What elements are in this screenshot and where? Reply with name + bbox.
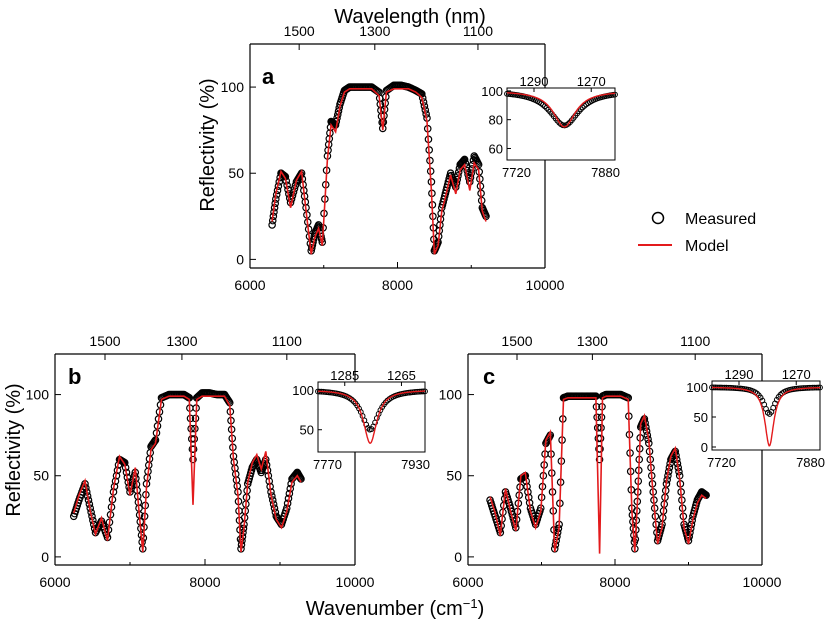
inset-measured-point: [541, 103, 548, 110]
top-tick-label: 1500: [89, 333, 120, 349]
inset-y-tick-label: 80: [489, 113, 503, 128]
y-tick-label: 50: [33, 468, 49, 484]
panel-b: b 6000 8000 10000 0 50 100 1500 1300 1100 7770 7930…: [26, 333, 430, 590]
x-tick-label: 6000: [452, 574, 483, 590]
inset-x-tick-label: 7720: [502, 165, 531, 180]
inset-model-line: [507, 92, 615, 128]
inset-y-tick-label: 100: [292, 383, 314, 398]
panel-a: a 6000 8000 10000 0 50 100 1500 1300 1100 7720 7880…: [221, 23, 620, 293]
inset-top-tick-label: 1290: [725, 367, 754, 382]
y-tick-label: 0: [41, 549, 49, 565]
model-line: [271, 88, 487, 255]
measured-point: [189, 455, 197, 464]
inset-x-tick-label: 7880: [796, 455, 825, 470]
inset-x-tick-label: 7930: [401, 457, 430, 472]
panel-c: c 6000 8000 10000 0 50 100 1500 1300 1100 7720 7880…: [439, 333, 825, 590]
y-axis-title-a: Reflectivity (%): [197, 78, 219, 211]
inset-a: 7720 7880 60 80 100 1290 1270: [481, 74, 620, 180]
x-tick-label: 10000: [526, 277, 565, 293]
measured-point: [268, 221, 276, 229]
inset-measured-point: [565, 120, 572, 127]
top-axis-title: Wavelength (nm): [334, 6, 486, 28]
top-tick-label: 1300: [166, 333, 197, 349]
inset-measured-point: [354, 402, 361, 409]
panel-letter-b: b: [68, 364, 81, 389]
inset-measured-point: [382, 399, 389, 406]
legend-model-label: Model: [685, 238, 729, 255]
inset-top-tick-label: 1285: [330, 368, 359, 383]
inset-top-tick-label: 1270: [782, 367, 811, 382]
top-tick-label: 1500: [501, 333, 532, 349]
x-tick-label: 10000: [336, 574, 375, 590]
y-axis-title-b: Reflectivity (%): [3, 383, 25, 516]
top-tick-label: 1100: [463, 23, 493, 39]
x-axis-title-sup: −1: [463, 596, 478, 611]
y-tick-label: 0: [454, 549, 462, 565]
x-axis-title-end: ): [478, 598, 485, 620]
inset-top-tick-label: 1265: [387, 368, 416, 383]
top-tick-label: 1300: [359, 23, 390, 39]
inset-x-tick-label: 7720: [707, 455, 736, 470]
inset-b: 7770 7930 50 100 1285 1265: [292, 368, 430, 472]
y-tick-label: 100: [439, 387, 463, 403]
top-tick-label: 1100: [680, 333, 710, 349]
measured-point: [593, 424, 602, 432]
panel-letter-a: a: [262, 64, 275, 89]
measured-point: [597, 424, 605, 432]
inset-top-tick-label: 1290: [520, 74, 549, 89]
x-axis-title: Wavenumber (cm−1): [306, 596, 485, 620]
legend: Measured Model: [638, 211, 756, 255]
circle-marker-icon: [651, 211, 665, 225]
x-tick-label: 8000: [599, 574, 630, 590]
measured-series: [268, 81, 490, 255]
panel-letter-c: c: [483, 364, 495, 389]
inset-x-tick-label: 7880: [591, 165, 620, 180]
inset-model-line: [318, 390, 425, 444]
inset-top-tick-label: 1270: [577, 74, 606, 89]
inset-y-tick-label: 50: [694, 410, 708, 425]
measured-point: [595, 455, 604, 464]
inset-measured-point: [612, 91, 618, 98]
inset-y-tick-label: 100: [686, 380, 708, 395]
inset-y-tick-label: 100: [481, 84, 503, 99]
inset-measured-point: [348, 396, 355, 403]
y-tick-label: 100: [221, 79, 245, 95]
inset-y-tick-label: 0: [701, 440, 708, 455]
model-line: [489, 395, 707, 554]
inset-x-tick-label: 7770: [313, 457, 342, 472]
y-tick-label: 0: [236, 251, 244, 267]
inset-measured-point: [377, 407, 384, 414]
inset-y-tick-label: 60: [489, 141, 503, 156]
inset-c: 7720 7880 0 50 100 1290 1270: [686, 367, 825, 470]
x-tick-label: 6000: [39, 574, 70, 590]
x-tick-label: 6000: [234, 277, 265, 293]
top-tick-label: 1300: [577, 333, 608, 349]
inset-measured-point: [543, 105, 550, 111]
inset-y-tick-label: 50: [300, 423, 314, 438]
x-tick-label: 8000: [189, 574, 220, 590]
inset-model-line: [712, 386, 820, 447]
measured-point: [465, 178, 474, 186]
measured-series: [69, 389, 305, 553]
x-tick-label: 8000: [382, 277, 413, 293]
legend-measured-label: Measured: [685, 211, 756, 228]
model-line: [73, 395, 302, 553]
y-tick-label: 50: [228, 165, 244, 181]
y-tick-label: 50: [446, 468, 462, 484]
top-tick-label: 1100: [272, 333, 302, 349]
top-tick-label: 1500: [284, 23, 315, 39]
x-axis-title-main: Wavenumber (cm: [306, 598, 463, 620]
measured-point: [459, 157, 467, 165]
measured-point: [460, 155, 469, 164]
inset-frame: [711, 380, 821, 451]
y-tick-label: 100: [26, 387, 50, 403]
x-tick-label: 10000: [743, 574, 782, 590]
